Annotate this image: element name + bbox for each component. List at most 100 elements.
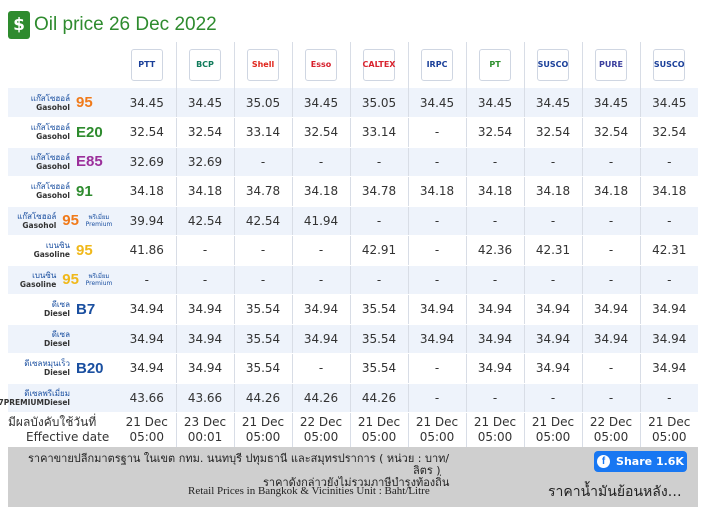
price-cell: 32.54 <box>118 117 176 148</box>
price-cell: - <box>523 383 582 413</box>
effective-time: 05:00 <box>361 429 397 444</box>
fuel-type-cell: ดีเซลหมุนเร็ว Diesel B20 <box>8 353 118 384</box>
effective-time: 05:00 <box>477 429 513 444</box>
brand-logo-cell: CALTEX <box>349 42 408 88</box>
price-cell: 35.05 <box>233 88 292 118</box>
effective-date: 21 Dec <box>357 414 401 429</box>
price-cell: 34.94 <box>291 294 350 325</box>
price-cell: - <box>581 265 640 295</box>
price-cell: 34.18 <box>291 176 350 207</box>
fuel-name-thai: เบนซิน <box>45 241 70 251</box>
brand-logo-cell: PTT <box>118 42 176 88</box>
price-cell: 32.54 <box>175 117 234 148</box>
effective-time: 05:00 <box>535 429 571 444</box>
price-cell: 32.54 <box>291 117 350 148</box>
price-cell: 34.94 <box>581 294 640 325</box>
price-cell: - <box>523 265 582 295</box>
price-cell: 34.45 <box>118 88 176 118</box>
fuel-type-cell: ดีเซล Diesel <box>8 324 118 354</box>
price-cell: - <box>349 265 408 295</box>
brand-logo-cell: Esso <box>291 42 350 88</box>
effective-date-cell: 21 Dec 05:00 <box>465 412 524 447</box>
price-cell: 34.94 <box>118 324 176 354</box>
price-cell: 34.18 <box>407 176 466 207</box>
price-cell: 33.14 <box>349 117 408 148</box>
fuel-name-thai: เบนซิน <box>32 270 57 280</box>
price-cell: - <box>581 206 640 236</box>
brand-logo-mark: PT <box>489 60 501 69</box>
price-cell: 34.94 <box>407 294 466 325</box>
effective-date: 21 Dec <box>125 414 168 429</box>
fuel-type-cell: เบนซิน Gasoline 95 พรีเมี่ยม Premium <box>8 265 118 295</box>
effective-time: 00:01 <box>187 429 223 444</box>
price-cell: 34.45 <box>581 88 640 118</box>
price-cell: - <box>465 265 524 295</box>
fuel-grade: 95 <box>62 212 79 230</box>
brand-logo-mark: SUSCO <box>537 60 569 69</box>
fuel-name-english: Diesel <box>43 368 70 378</box>
fuel-name-thai: ดีเซล <box>51 300 70 310</box>
table-row: ดีเซล Diesel B7 34.94 34.94 35.54 34.94 35.54 34… <box>8 294 698 325</box>
footer-note-1: ราคาขายปลีกมาตรฐาน ในเขต กทม. นนทบุรี ปท… <box>28 452 450 465</box>
effective-date-cell: 21 Dec 05:00 <box>233 412 292 447</box>
irpc-logo: IRPC <box>421 49 453 81</box>
fuel-name-thai: แก๊สโซฮอล์ <box>17 211 57 221</box>
price-cell: - <box>291 353 350 384</box>
price-cell: 34.18 <box>118 176 176 207</box>
effective-time: 05:00 <box>419 429 455 444</box>
price-cell: 33.14 <box>233 117 292 148</box>
fuel-name-thai: แก๊สโซฮอล์ <box>30 123 70 133</box>
price-cell: 34.94 <box>175 294 234 325</box>
price-cell: 34.94 <box>523 294 582 325</box>
price-cell: - <box>639 265 698 295</box>
price-cell: 34.45 <box>291 88 350 118</box>
effective-date-label: มีผลบังคับใช้วันที่ Effective date <box>8 412 118 447</box>
effective-label-english: Effective date <box>26 429 110 444</box>
fuel-grade: 91 <box>76 182 93 200</box>
table-row: แก๊สโซฮอล์ Gasohol E20 32.54 32.54 33.14 32.54… <box>8 117 698 148</box>
fuel-type-cell: แก๊สโซฮอล์ Gasohol 95 พรีเมี่ยม Premium <box>8 206 118 236</box>
facebook-share-button[interactable]: f Share 1.6K <box>594 451 687 472</box>
price-cell: 32.69 <box>175 147 234 177</box>
fuel-type-cell: แก๊สโซฮอล์ Gasohol E85 <box>8 147 118 177</box>
price-cell: - <box>175 265 234 295</box>
pure-logo: PURE <box>595 49 627 81</box>
price-cell: 35.05 <box>349 88 408 118</box>
effective-label-thai: มีผลบังคับใช้วันที่ <box>8 414 97 429</box>
fuel-grade: 95 <box>76 241 93 259</box>
fuel-name-english: Gasohol <box>36 102 70 112</box>
price-cell: 39.94 <box>118 206 176 236</box>
page-header: $ Oil price 26 Dec 2022 <box>8 10 217 40</box>
price-cell: 32.54 <box>639 117 698 148</box>
price-cell: - <box>291 235 350 266</box>
brand-logo-mark: Esso <box>310 60 332 69</box>
footer-note-2: ราคาดังกล่าวยังไม่รวมภาษีบำรุงท้องถิ่น <box>263 476 450 489</box>
price-cell: - <box>407 206 466 236</box>
table-row: แก๊สโซฮอล์ Gasohol 91 34.18 34.18 34.78 34.18 3… <box>8 176 698 207</box>
price-cell: 35.54 <box>349 353 408 384</box>
price-cell: 43.66 <box>175 383 234 413</box>
fuel-name-thai: ดีเซลพรีเมี่ยม <box>24 388 70 398</box>
price-cell: - <box>175 235 234 266</box>
fuel-type-cell: แก๊สโซฮอล์ Gasohol 91 <box>8 176 118 207</box>
fuel-name-thai: แก๊สโซฮอล์ <box>30 182 70 192</box>
price-cell: 42.31 <box>639 235 698 266</box>
price-cell: - <box>233 235 292 266</box>
price-cell: 42.54 <box>175 206 234 236</box>
effective-date: 21 Dec <box>531 414 575 429</box>
price-cell: 44.26 <box>233 383 292 413</box>
price-cell: - <box>465 206 524 236</box>
brand-logo-cell: SUSCO <box>639 42 698 88</box>
fuel-name-english: Gasohol <box>36 161 70 171</box>
effective-date: 21 Dec <box>648 414 691 429</box>
price-cell: 34.94 <box>175 324 234 354</box>
pt-logo: PT <box>479 49 511 81</box>
susco-dealers-logo: SUSCO <box>653 49 686 81</box>
price-cell: - <box>349 147 408 177</box>
price-history-link[interactable]: ราคาน้ำมันย้อนหลัง… <box>548 484 682 500</box>
fuel-type-cell: เบนซิน Gasoline 95 <box>8 235 118 266</box>
brand-logo-cell: PT <box>465 42 524 88</box>
caltex-logo: CALTEX <box>363 49 395 81</box>
effective-date: 21 Dec <box>473 414 517 429</box>
price-cell: 42.31 <box>523 235 582 266</box>
